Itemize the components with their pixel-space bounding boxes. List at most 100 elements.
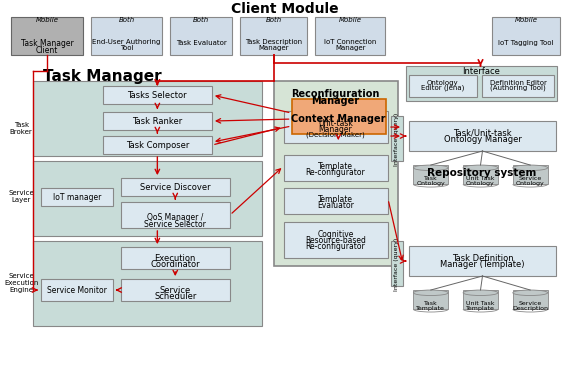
Text: Task Definition: Task Definition <box>452 253 513 262</box>
Text: Cognitive: Cognitive <box>317 230 353 239</box>
Text: Resource-based: Resource-based <box>305 235 366 244</box>
Text: Execution: Execution <box>155 253 196 262</box>
Bar <box>513 165 548 184</box>
Bar <box>7 63 281 381</box>
Text: IoT Connection: IoT Connection <box>324 39 376 45</box>
Bar <box>406 66 557 101</box>
Text: Re-configurator: Re-configurator <box>306 167 365 177</box>
Bar <box>315 17 385 55</box>
Text: Both: Both <box>265 17 282 23</box>
Bar <box>391 241 403 286</box>
Text: Interface (query): Interface (query) <box>395 237 400 291</box>
Bar <box>291 99 386 134</box>
Text: Task Manager: Task Manager <box>20 39 73 48</box>
Text: Manager: Manager <box>319 125 352 134</box>
Bar <box>41 279 113 301</box>
Text: Service Monitor: Service Monitor <box>47 285 107 294</box>
Text: Task Evaluator: Task Evaluator <box>176 40 226 46</box>
Ellipse shape <box>413 290 448 296</box>
Bar <box>409 246 556 276</box>
Text: (Decision Maker): (Decision Maker) <box>306 132 365 138</box>
Bar <box>492 17 560 55</box>
Text: Mobile: Mobile <box>515 17 538 23</box>
Text: QoS Manager /: QoS Manager / <box>147 213 204 222</box>
Text: IoT Tagging Tool: IoT Tagging Tool <box>498 40 554 46</box>
Bar <box>463 290 498 309</box>
Text: Client Module: Client Module <box>231 2 338 16</box>
Bar <box>401 63 562 381</box>
Ellipse shape <box>463 165 498 170</box>
Text: Manager (Template): Manager (Template) <box>440 260 524 269</box>
Bar <box>33 81 262 156</box>
Bar <box>391 116 403 161</box>
Bar <box>409 121 556 151</box>
Bar <box>121 202 230 228</box>
Text: Both: Both <box>193 17 209 23</box>
Text: Service: Service <box>160 285 191 294</box>
Bar <box>91 17 162 55</box>
Text: IoT manager: IoT manager <box>53 192 101 201</box>
Bar <box>483 75 554 97</box>
Text: Definition Editor: Definition Editor <box>490 80 547 86</box>
Bar <box>463 165 498 184</box>
Text: Ontology Manager: Ontology Manager <box>443 135 522 143</box>
Text: Task: Task <box>424 301 438 305</box>
Text: (Authoring Tool): (Authoring Tool) <box>490 85 546 91</box>
Text: Manager: Manager <box>335 45 366 51</box>
Text: Scheduler: Scheduler <box>154 292 196 301</box>
Bar <box>121 178 230 196</box>
Text: Task Composer: Task Composer <box>126 140 189 149</box>
Text: Template: Template <box>318 161 353 170</box>
Bar <box>413 165 448 184</box>
Text: Mobile: Mobile <box>338 17 362 23</box>
Text: Mobile: Mobile <box>36 17 58 23</box>
Text: Service Selector: Service Selector <box>145 219 206 228</box>
Text: Interface: Interface <box>463 66 501 75</box>
Bar <box>103 112 212 130</box>
Bar <box>284 188 388 214</box>
Bar <box>7 4 562 61</box>
Text: Service Discover: Service Discover <box>140 183 210 192</box>
Text: Task
Broker: Task Broker <box>10 122 32 135</box>
Text: Task Ranker: Task Ranker <box>132 117 183 126</box>
Text: Template: Template <box>318 195 353 204</box>
Bar <box>284 111 388 143</box>
Text: Template: Template <box>466 305 495 310</box>
Ellipse shape <box>463 290 498 296</box>
Bar <box>121 247 230 269</box>
Bar <box>41 188 113 206</box>
Text: Service: Service <box>519 176 542 181</box>
Text: Task Description: Task Description <box>245 39 302 45</box>
Text: Ontology: Ontology <box>466 181 495 186</box>
Text: Re-configurator: Re-configurator <box>306 242 365 251</box>
Ellipse shape <box>413 165 448 170</box>
Text: Service
Execution
Engine: Service Execution Engine <box>4 273 39 293</box>
Bar <box>284 155 388 181</box>
Text: Unit-task: Unit-task <box>318 118 353 127</box>
Bar <box>284 222 388 258</box>
Text: Ontology: Ontology <box>427 80 459 86</box>
Bar <box>103 86 212 104</box>
Text: Evaluator: Evaluator <box>317 201 354 210</box>
Text: Task Manager: Task Manager <box>43 68 162 84</box>
Text: Tasks Selector: Tasks Selector <box>128 91 187 100</box>
Ellipse shape <box>513 165 548 170</box>
Bar <box>274 81 398 266</box>
Text: Task: Task <box>424 176 438 181</box>
Bar <box>513 290 548 309</box>
Text: End-User Authoring: End-User Authoring <box>92 39 160 45</box>
Text: Ontology: Ontology <box>416 181 445 186</box>
Text: Repository system: Repository system <box>427 168 536 178</box>
Text: Context Manager: Context Manager <box>291 114 386 124</box>
Text: Unit Task: Unit Task <box>466 176 495 181</box>
Text: Reconfiguration: Reconfiguration <box>291 89 379 99</box>
Text: Manager: Manager <box>259 45 289 51</box>
Bar <box>33 241 262 326</box>
Text: Editor (Jena): Editor (Jena) <box>421 85 464 91</box>
Text: Ontology: Ontology <box>516 181 544 186</box>
Text: Template: Template <box>416 305 445 310</box>
Ellipse shape <box>513 290 548 296</box>
Bar <box>413 290 448 309</box>
Text: Tool: Tool <box>120 45 133 51</box>
Text: Coordinator: Coordinator <box>150 260 200 269</box>
